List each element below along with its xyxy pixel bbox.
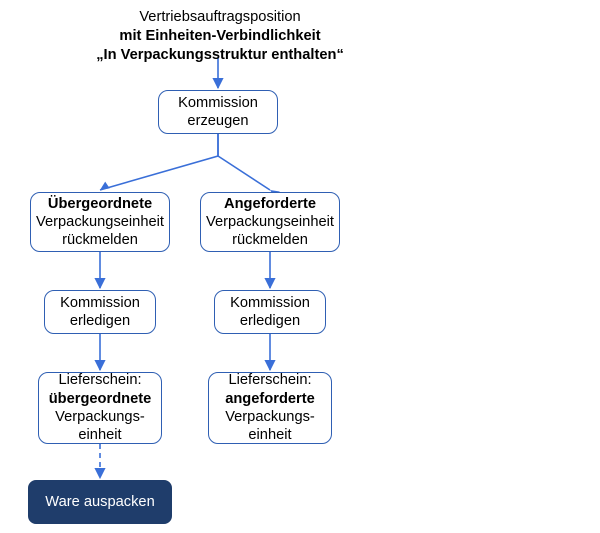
flowchart-node-kommission-erzeugen: Kommissionerzeugen [158,90,278,134]
flowchart-header: Vertriebsauftragspositionmit Einheiten-V… [90,8,350,65]
flowchart-node-kommission-erledigen-left: Kommissionerledigen [44,290,156,334]
flowchart-edges [0,0,600,533]
flowchart-node-kommission-erledigen-right: Kommissionerledigen [214,290,326,334]
edge-2 [218,134,270,190]
flowchart-node-ware-auspacken: Ware auspacken [28,480,172,524]
flowchart-node-lieferschein-left: Lieferschein:übergeordneteVerpackungs-ei… [38,372,162,444]
flowchart-node-angeforderte-rueckmelden: AngeforderteVerpackungseinheitrückmelden [200,192,340,252]
flowchart-node-lieferschein-right: Lieferschein:angeforderteVerpackungs-ein… [208,372,332,444]
edge-1 [100,134,218,190]
flowchart-node-uebergeordnete-rueckmelden: ÜbergeordneteVerpackungseinheitrückmelde… [30,192,170,252]
